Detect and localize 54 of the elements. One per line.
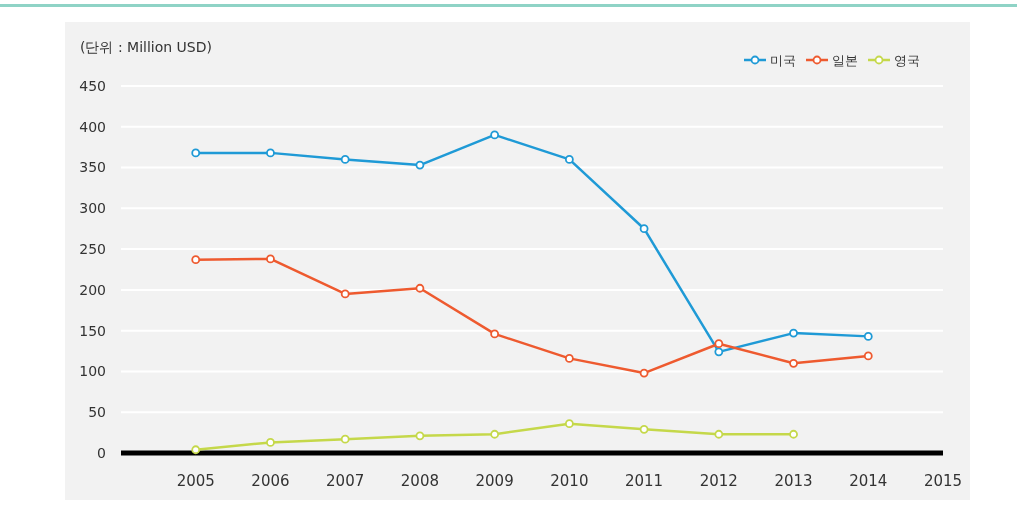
point [639,368,649,378]
point [266,254,275,264]
point [789,429,798,439]
point [639,224,649,234]
y-tick-label: 300 [79,200,106,217]
point [340,155,350,164]
point [714,347,724,357]
point [490,329,500,339]
point [789,328,798,338]
point [191,255,201,265]
y-tick-label: 250 [79,241,106,258]
y-axis-title: (단위 : Million USD) [80,39,212,55]
y-tick-label: 450 [79,77,106,94]
point [789,358,798,368]
point [564,354,574,363]
point [415,431,425,441]
x-tick-label: 2013 [774,472,813,490]
point [490,429,500,439]
point [415,160,425,170]
legend-label: 미국 [770,52,796,68]
point [191,445,201,455]
y-tick-label: 0 [97,444,106,461]
x-tick-label: 2010 [550,472,589,490]
point [340,434,350,444]
x-tick-label: 2008 [400,472,439,490]
x-tick-label: 2007 [326,472,365,490]
point [639,424,649,434]
legend-label: 영국 [894,52,920,68]
point [863,331,873,341]
y-tick-label: 350 [79,159,106,176]
point [490,130,500,140]
point [415,283,425,293]
x-tick-label: 2014 [849,472,888,490]
point [191,148,201,158]
y-tick-label: 200 [79,281,106,298]
y-tick-label: 100 [79,363,106,380]
legend-label: 일본 [832,52,858,68]
y-tick-label: 50 [88,404,106,421]
point [340,289,350,299]
point [564,419,574,429]
x-tick-label: 2015 [923,472,963,490]
point [266,438,275,447]
y-tick-label: 150 [79,322,106,339]
point [714,429,724,439]
x-tick-label: 2012 [699,472,738,490]
x-tick-label: 2006 [251,472,290,490]
point [714,339,724,349]
x-tick-label: 2005 [176,472,215,490]
point [266,148,275,158]
y-tick-label: 400 [79,118,106,135]
point [564,155,574,164]
x-tick-label: 2009 [475,472,514,490]
point [863,351,873,361]
x-tick-label: 2011 [625,472,664,490]
